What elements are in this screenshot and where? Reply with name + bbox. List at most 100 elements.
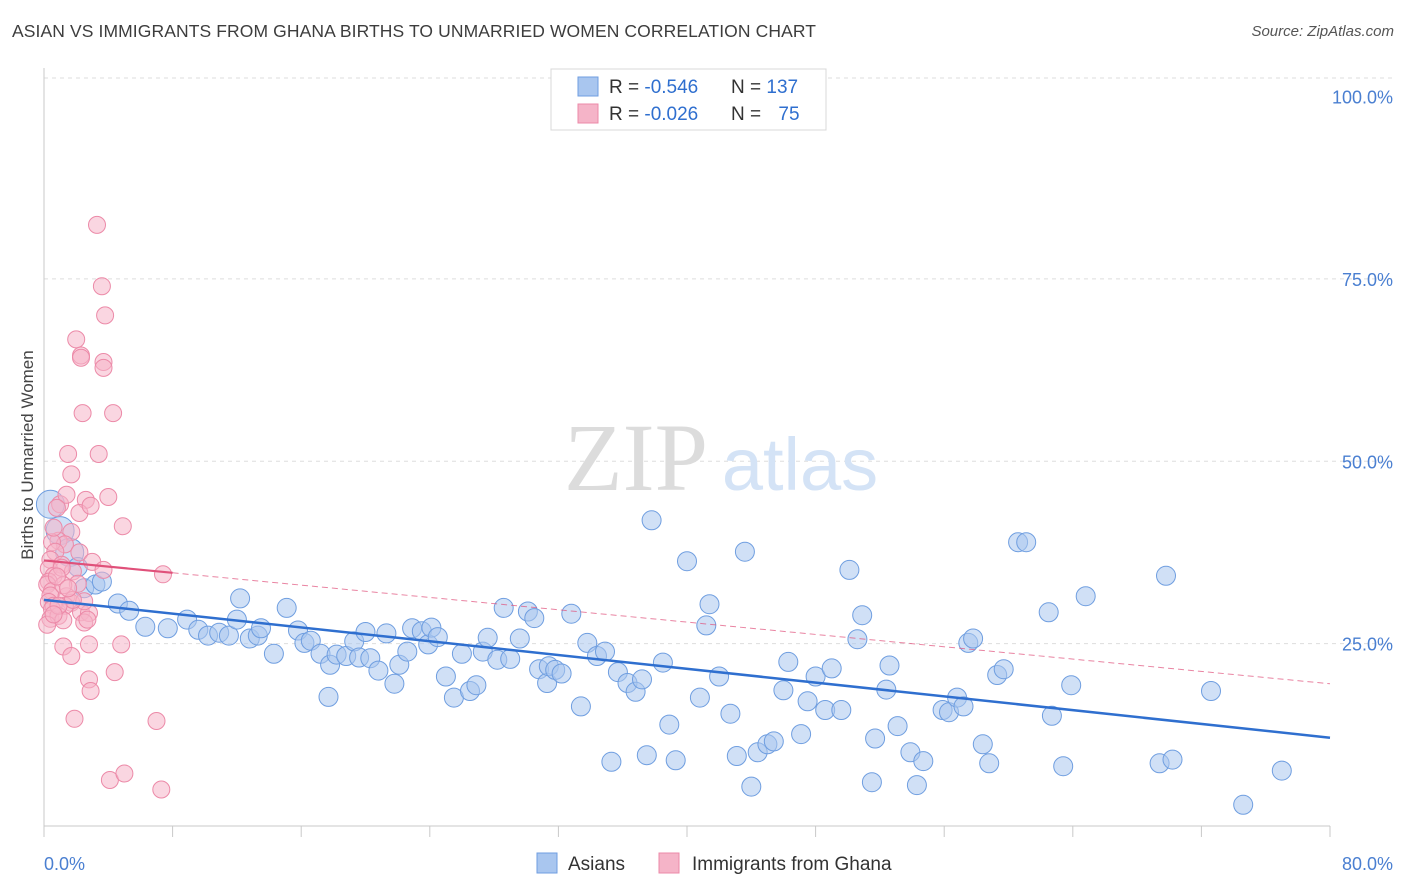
y-tick-label: 100.0%: [1332, 88, 1393, 108]
x-tick-label: 80.0%: [1342, 854, 1393, 874]
ghana-point: [65, 709, 84, 728]
asians-point: [561, 603, 582, 624]
asians-point: [1271, 760, 1292, 781]
ghana-point: [96, 306, 115, 325]
asians-point: [831, 700, 852, 720]
asians-point: [1233, 794, 1254, 815]
y-tick-label: 75.0%: [1342, 270, 1393, 290]
chart-title: ASIAN VS IMMIGRANTS FROM GHANA BIRTHS TO…: [12, 21, 817, 41]
y-tick-label: 25.0%: [1342, 635, 1393, 655]
asians-point: [632, 669, 652, 690]
asians-series: [35, 489, 1292, 815]
asians-point: [778, 651, 799, 672]
asians-point: [1041, 705, 1062, 726]
ghana-point: [88, 215, 106, 234]
asians-point: [570, 696, 591, 717]
ghana-point: [72, 348, 90, 367]
ghana-point: [67, 330, 86, 349]
asians-point: [699, 594, 720, 615]
legend-asians-label: Asians: [568, 854, 625, 875]
asians-point: [865, 728, 886, 749]
ghana-point: [44, 518, 63, 537]
ghana-point: [80, 635, 98, 654]
asians-point: [659, 714, 680, 735]
legend-ghana-label: Immigrants from Ghana: [692, 854, 892, 875]
asians-point: [435, 666, 456, 687]
ghana-point: [112, 635, 131, 654]
ghana-r-value: -0.026: [644, 104, 698, 125]
legend-ghana-swatch: [658, 852, 680, 874]
ghana-point: [105, 663, 124, 682]
ghana-swatch: [577, 103, 599, 124]
asians-point: [839, 559, 860, 580]
asians-point: [263, 643, 284, 664]
stats-legend: R = -0.546 N = 137 R = -0.026 N = 75: [550, 68, 827, 131]
asians-point: [773, 680, 794, 701]
asians-point: [1201, 681, 1221, 701]
asians-point: [157, 618, 178, 639]
asians-point: [972, 734, 993, 755]
asians-point: [1038, 602, 1059, 623]
legend-asians-swatch: [536, 852, 558, 874]
y-axis-label: Births to Unmarried Women: [18, 350, 37, 559]
svg-text:R = -0.546: R = -0.546: [609, 77, 698, 98]
asians-point: [493, 597, 514, 618]
asians-point: [963, 628, 984, 649]
asians-point: [376, 623, 397, 644]
asians-point: [1053, 756, 1074, 777]
asians-swatch: [577, 76, 599, 97]
chart-source: Source: ZipAtlas.com: [1251, 23, 1394, 40]
ghana-point: [47, 567, 66, 586]
ghana-point: [57, 485, 76, 504]
watermark-zip: ZIP: [564, 404, 708, 511]
svg-text:R = -0.026: R = -0.026: [609, 104, 698, 125]
ghana-point: [104, 404, 123, 423]
ghana-point: [115, 764, 134, 783]
asians-point: [913, 751, 934, 772]
y-tick-labels: 25.0% 50.0% 75.0% 100.0%: [1332, 88, 1393, 655]
asians-point: [368, 660, 389, 681]
ghana-point: [92, 277, 111, 296]
asians-trend-line: [43, 598, 1331, 739]
svg-text:N = 137: N = 137: [731, 77, 798, 98]
asians-point: [677, 551, 697, 572]
asians-point: [551, 663, 572, 684]
asians-point: [384, 673, 405, 694]
asians-point: [726, 746, 747, 766]
asians-point: [993, 659, 1014, 680]
asians-point: [318, 686, 339, 707]
asians-point: [720, 703, 741, 724]
asians-point: [135, 616, 156, 637]
asians-point: [355, 622, 376, 642]
asians-n-value: 137: [766, 77, 798, 98]
asians-point: [847, 629, 868, 650]
ghana-trend-line-solid: [43, 559, 173, 574]
asians-point: [500, 648, 521, 669]
asians-point: [741, 776, 762, 797]
ghana-point: [94, 560, 113, 579]
asians-point: [879, 655, 900, 676]
asians-point: [601, 751, 622, 772]
asians-point: [652, 652, 673, 673]
ghana-point: [154, 565, 172, 584]
asians-point: [397, 641, 418, 662]
asians-point: [887, 716, 908, 737]
asians-point: [466, 675, 487, 696]
asians-point: [1061, 675, 1082, 696]
asians-point: [821, 658, 842, 679]
asians-point: [979, 753, 1000, 774]
asians-point: [906, 775, 927, 796]
svg-text:N = 75: N = 75: [731, 104, 800, 125]
watermark: ZIP atlas: [564, 404, 878, 511]
asians-point: [636, 745, 657, 766]
ghana-point: [73, 404, 92, 423]
asians-point: [230, 588, 251, 609]
asians-point: [218, 625, 239, 646]
ghana-r-label: R =: [609, 104, 644, 125]
x-tick-labels: 0.0% 80.0%: [44, 854, 1393, 874]
ghana-n-value: 75: [778, 104, 799, 125]
asians-point: [953, 696, 974, 717]
asians-point: [689, 687, 710, 708]
asians-n-label: N =: [731, 77, 766, 98]
